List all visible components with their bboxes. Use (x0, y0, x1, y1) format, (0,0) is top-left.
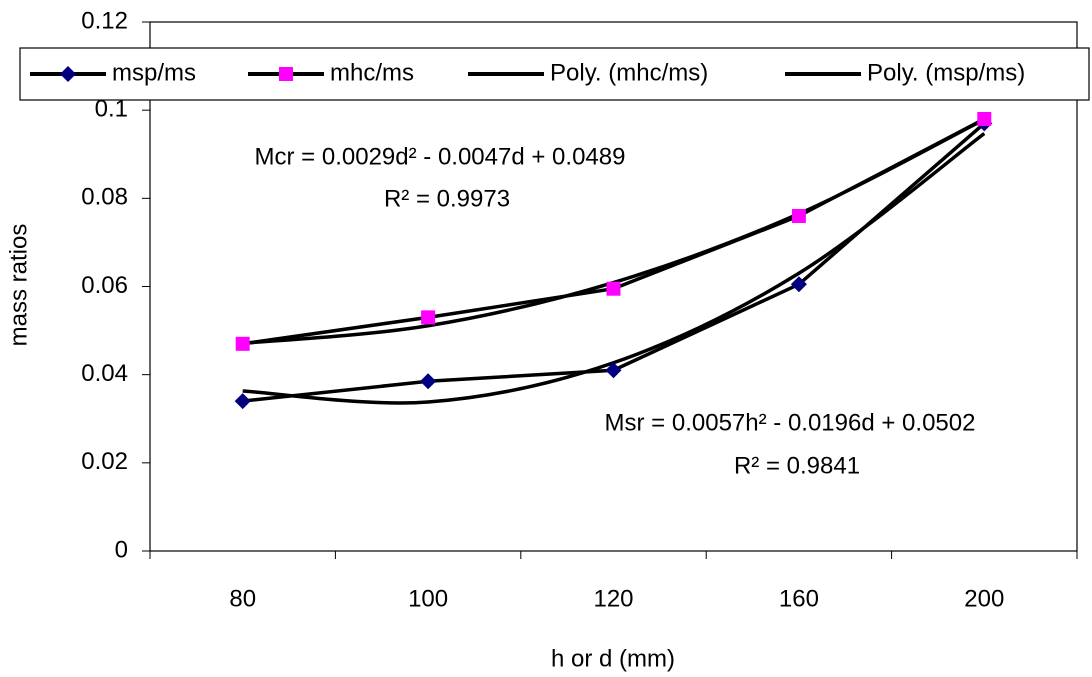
x-tick-label: 100 (408, 585, 448, 612)
marker (421, 310, 436, 325)
x-tick-label: 160 (779, 585, 819, 612)
legend-label: Poly. (msp/ms) (867, 59, 1025, 86)
marker (60, 66, 76, 82)
marker (791, 208, 806, 223)
legend-label: Poly. (mhc/ms) (550, 59, 708, 86)
annotation: Msr = 0.0057h² - 0.0196d + 0.0502 (605, 409, 976, 436)
annotation: R² = 0.9841 (734, 452, 860, 479)
x-tick-label: 200 (964, 585, 1004, 612)
marker (605, 362, 622, 379)
x-tick-label: 80 (229, 585, 256, 612)
marker (235, 336, 250, 351)
y-tick-label: 0.08 (81, 184, 128, 211)
x-axis-label: h or d (mm) (551, 645, 675, 672)
legend: msp/ms mhc/ms Poly. (mhc/ms) Poly. (msp/ms) (19, 47, 1090, 101)
marker (279, 67, 293, 81)
marker (790, 276, 807, 293)
marker (234, 393, 251, 410)
y-tick-label: 0.12 (81, 7, 128, 34)
y-axis-label: mass ratios (5, 224, 32, 347)
trendline (242, 132, 986, 405)
annotation: Mcr = 0.0029d² - 0.0047d + 0.0489 (255, 143, 626, 170)
annotation: R² = 0.9973 (384, 185, 510, 212)
marker (977, 111, 992, 126)
legend-label: msp/ms (112, 59, 196, 86)
y-tick-label: 0 (115, 536, 128, 563)
y-tick-label: 0.04 (81, 360, 128, 387)
y-tick-label: 0.06 (81, 272, 128, 299)
y-tick-label: 0.02 (81, 448, 128, 475)
x-tick-label: 120 (593, 585, 633, 612)
legend-box (19, 47, 1090, 101)
legend-label: mhc/ms (330, 59, 414, 86)
marker (420, 373, 437, 390)
marker (606, 281, 621, 296)
